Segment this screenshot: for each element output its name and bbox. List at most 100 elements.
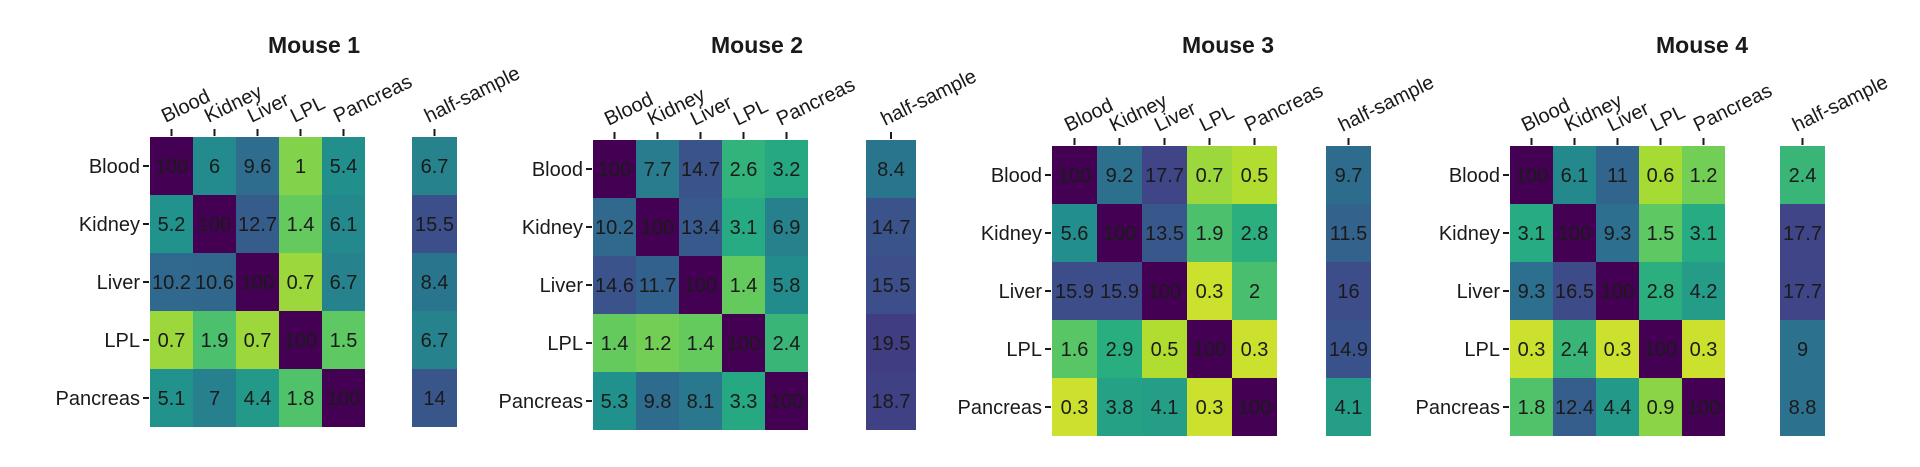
panel-3-cell-label-r4-c3: 0.3: [1196, 397, 1224, 419]
panel-1-cell-label-r1-c1: 100: [198, 214, 231, 236]
panel-4-cell-r2-c1: [1553, 262, 1596, 320]
panel-1-cell-label-r4-c3: 1.8: [287, 388, 315, 410]
panel-3-side-label-3: 14.9: [1329, 339, 1368, 361]
panel-4-cell-r3-c1: [1553, 320, 1596, 378]
panel-4-cell-r4-c4: [1682, 378, 1725, 436]
panel-3-cell-r1-c4: [1232, 204, 1277, 262]
panel-3-col-label-4: Pancreas: [1241, 80, 1327, 137]
panel-4-cell-r0-c1: [1553, 146, 1596, 204]
panel-1-cell-r2-c4: [322, 253, 365, 311]
panel-4-side-cell-4: [1780, 378, 1825, 436]
panel-3-cell-r2-c0: [1052, 262, 1097, 320]
panel-4-cell-label-r4-c3: 0.9: [1647, 397, 1675, 419]
panel-1-cell-label-r4-c0: 5.1: [158, 388, 186, 410]
panel-4-col-label-3: LPL: [1647, 101, 1689, 136]
panel-2-cell-r2-c3: [722, 256, 765, 314]
panel-2-cell-label-r3-c2: 1.4: [687, 333, 715, 355]
panel-3-cell-r1-c0: [1052, 204, 1097, 262]
panel-2-cell-r3-c2: [679, 314, 722, 372]
panel-3-side-label-1: 11.5: [1330, 223, 1367, 245]
panel-2-cell-r4-c2: [679, 372, 722, 430]
panel-2-cell-label-r0-c2: 14.7: [681, 159, 720, 181]
panel-2-side-label-4: 18.7: [872, 391, 911, 413]
panel-1-row-label-2: Liver: [97, 272, 141, 294]
panel-3-row-label-0: Blood: [991, 165, 1042, 187]
panel-1-cell-r3-c4: [322, 311, 365, 369]
panel-4-cell-label-r2-c0: 9.3: [1518, 281, 1546, 303]
panel-3-cell-r3-c1: [1097, 320, 1142, 378]
panel-4-side-label-0: 2.4: [1789, 165, 1817, 187]
panel-3-cell-label-r3-c3: 100: [1193, 339, 1226, 361]
panel-2-cell-label-r3-c1: 1.2: [644, 333, 672, 355]
panel-3-cell-label-r1-c1: 100: [1103, 223, 1136, 245]
panel-2-cell-r3-c3: [722, 314, 765, 372]
panel-2-cell-r4-c3: [722, 372, 765, 430]
panel-4-row-label-2: Liver: [1457, 281, 1501, 303]
panel-4-cell-r4-c0: [1510, 378, 1553, 436]
panel-4-cell-label-r4-c2: 4.4: [1604, 397, 1632, 419]
panel-2-side-label-3: 19.5: [872, 333, 911, 355]
panel-4-cell-label-r4-c0: 1.8: [1518, 397, 1546, 419]
panel-2-cell-label-r3-c0: 1.4: [601, 333, 629, 355]
panel-1-cell-r1-c1: [193, 195, 236, 253]
panel-1-cell-label-r1-c2: 12.7: [238, 214, 277, 236]
panel-3-side-label-4: 4.1: [1335, 397, 1363, 419]
panel-3-side-cell-2: [1326, 262, 1371, 320]
panel-2-col-label-4: Pancreas: [773, 74, 859, 131]
panel-3-side-cell-0: [1326, 146, 1371, 204]
panel-1-cell-r2-c2: [236, 253, 279, 311]
panel-4-row-label-1: Kidney: [1439, 223, 1500, 245]
panel-2-cell-label-r3-c3: 100: [727, 333, 760, 355]
panel-4-side-cell-2: [1780, 262, 1825, 320]
panel-4-cell-label-r1-c2: 9.3: [1604, 223, 1632, 245]
panel-4-cell-r2-c3: [1639, 262, 1682, 320]
panel-3-side-header: half-sample: [1335, 71, 1438, 136]
panel-2-cell-r0-c4: [765, 140, 808, 198]
panel-3-cell-label-r3-c2: 0.5: [1151, 339, 1179, 361]
panel-3-cell-r0-c4: [1232, 146, 1277, 204]
panel-3-cell-r0-c3: [1187, 146, 1232, 204]
panel-4-row-label-3: LPL: [1464, 339, 1500, 361]
panel-3-cell-r3-c4: [1232, 320, 1277, 378]
panel-4-col-label-4: Pancreas: [1690, 80, 1776, 137]
panel-4-cell-label-r1-c0: 3.1: [1518, 223, 1546, 245]
panel-1-side-cell-2: [412, 253, 457, 311]
panel-3-cell-label-r2-c0: 15.9: [1055, 281, 1094, 303]
panel-4-side-label-1: 17.7: [1783, 223, 1822, 245]
panel-1-cell-r3-c0: [150, 311, 193, 369]
panel-3-cell-label-r1-c4: 2.8: [1241, 223, 1269, 245]
panel-1-cell-r0-c4: [322, 137, 365, 195]
panel-4-cell-label-r2-c4: 4.2: [1690, 281, 1718, 303]
panel-1-cell-label-r2-c0: 10.2: [152, 272, 191, 294]
panel-2-side-label-1: 14.7: [872, 217, 911, 239]
panel-2-cell-label-r1-c2: 13.4: [681, 217, 720, 239]
panel-4-cell-r1-c2: [1596, 204, 1639, 262]
panel-1-cell-r2-c1: [193, 253, 236, 311]
panel-2-cell-r1-c2: [679, 198, 722, 256]
panel-1-cell-label-r4-c2: 4.4: [244, 388, 272, 410]
panel-3-cell-label-r4-c1: 3.8: [1106, 397, 1134, 419]
panel-2-cell-label-r0-c4: 3.2: [773, 159, 801, 181]
panel-2-side-cell-4: [866, 372, 916, 430]
panel-2-cell-label-r2-c0: 14.6: [595, 275, 634, 297]
panel-3-cell-label-r4-c2: 4.1: [1151, 397, 1179, 419]
panel-3-cell-label-r0-c4: 0.5: [1241, 165, 1269, 187]
panel-1-cell-r1-c0: [150, 195, 193, 253]
panel-4-side-cell-0: [1780, 146, 1825, 204]
panel-1-side-cell-3: [412, 311, 457, 369]
panel-2-row-label-0: Blood: [532, 159, 583, 181]
panel-3-cell-label-r3-c0: 1.6: [1061, 339, 1089, 361]
panel-3-cell-r0-c1: [1097, 146, 1142, 204]
panel-2-cell-label-r1-c1: 100: [641, 217, 674, 239]
panel-4-cell-label-r2-c3: 2.8: [1647, 281, 1675, 303]
panel-1-cell-label-r0-c4: 5.4: [330, 156, 358, 178]
panel-2-cell-r2-c0: [593, 256, 636, 314]
panel-4-cell-r2-c2: [1596, 262, 1639, 320]
panel-4-cell-r4-c1: [1553, 378, 1596, 436]
panel-2-side-cell-1: [866, 198, 916, 256]
panel-2-cell-r3-c4: [765, 314, 808, 372]
panel-2-cell-label-r2-c1: 11.7: [639, 275, 676, 297]
panel-3-cell-r4-c2: [1142, 378, 1187, 436]
panel-1-cell-label-r3-c2: 0.7: [244, 330, 272, 352]
